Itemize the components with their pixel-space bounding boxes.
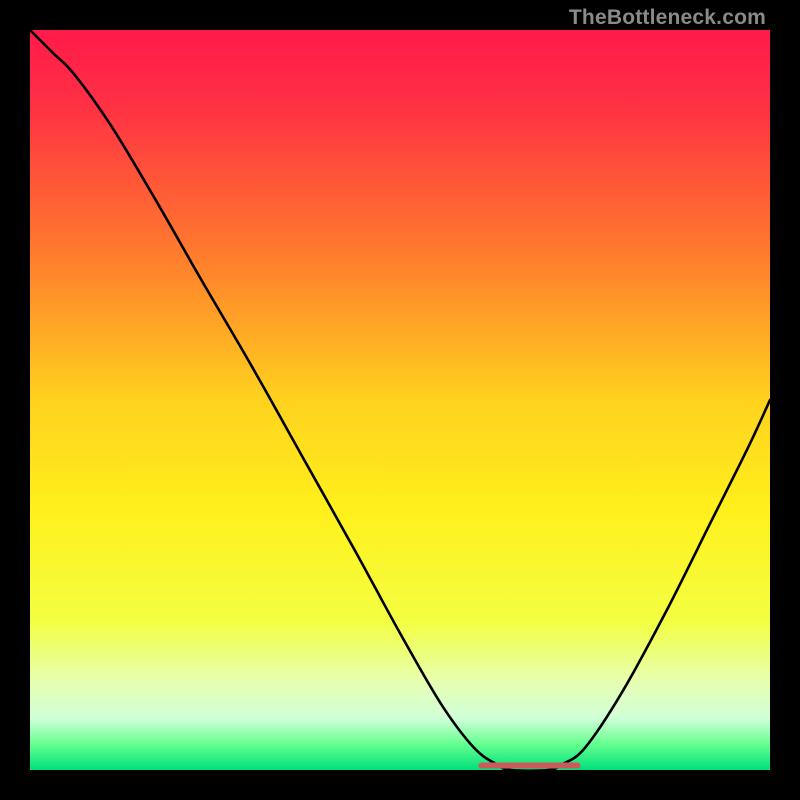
plot-area [30, 30, 770, 770]
watermark-text: TheBottleneck.com [569, 6, 766, 30]
chart-container: TheBottleneck.com [0, 0, 800, 800]
chart-svg [30, 30, 770, 770]
plot-background [30, 30, 770, 770]
